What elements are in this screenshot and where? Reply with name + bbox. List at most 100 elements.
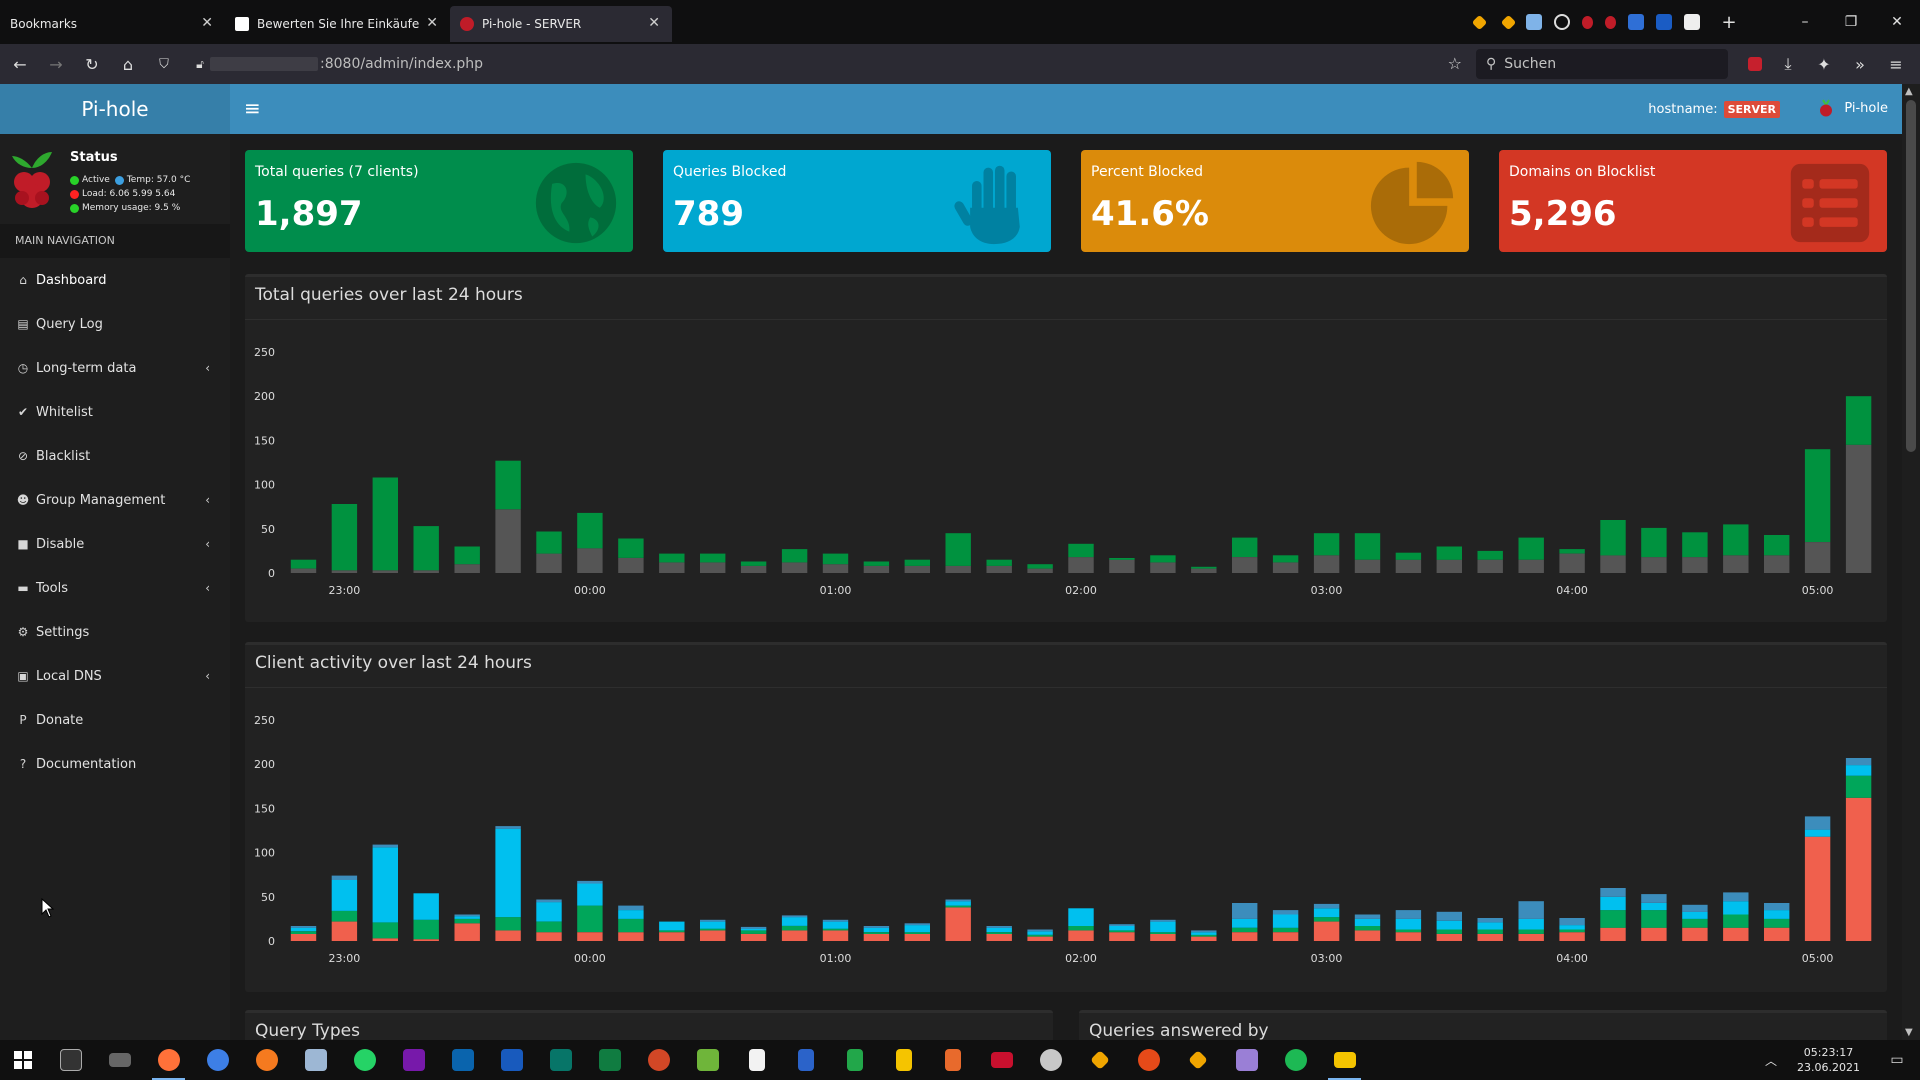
stat-percent-blocked[interactable]: Percent Blocked 41.6% <box>1081 150 1469 252</box>
presentation-icon[interactable] <box>928 1040 977 1080</box>
sidebar-item-disable[interactable]: ■ Disable ‹ <box>0 522 230 566</box>
forward-icon[interactable]: → <box>49 54 63 74</box>
word-icon[interactable] <box>487 1040 536 1080</box>
sidebar-item-dashboard[interactable]: ⌂ Dashboard <box>0 258 230 302</box>
url-bar[interactable]: :8080/admin/index.php ☆ <box>210 50 1466 78</box>
lock-icon[interactable]: 🔓︎ <box>196 56 204 71</box>
download-icon[interactable]: ⤓ <box>1784 54 1792 73</box>
sidebar-item-long-term-data[interactable]: ◷ Long-term data ‹ <box>0 346 230 390</box>
tab-bewerten[interactable]: Bewerten Sie Ihre Einkäufe ✕ <box>225 6 450 42</box>
onenote-icon[interactable] <box>389 1040 438 1080</box>
home-icon[interactable]: ⌂ <box>122 54 134 74</box>
whatsapp-icon[interactable] <box>340 1040 389 1080</box>
close-icon[interactable]: ✕ <box>201 15 213 31</box>
bookmark-star-icon[interactable]: ☆ <box>1447 54 1462 73</box>
stat-queries-blocked[interactable]: Queries Blocked 789 <box>663 150 1051 252</box>
stat-total-queries[interactable]: Total queries (7 clients) 1,897 <box>245 150 633 252</box>
search-input[interactable]: ⚲ Suchen <box>1476 49 1728 79</box>
sidebar-item-query-log[interactable]: ▤ Query Log <box>0 302 230 346</box>
restore-icon[interactable]: ❐ <box>1844 14 1858 30</box>
sidebar-item-tools[interactable]: ▬ Tools ‹ <box>0 566 230 610</box>
outlook-icon[interactable] <box>438 1040 487 1080</box>
sidebar-item-blacklist[interactable]: ⊘ Blacklist <box>0 434 230 478</box>
extension-icon[interactable] <box>1500 14 1517 30</box>
sidebar-item-whitelist[interactable]: ✔ Whitelist <box>0 390 230 434</box>
tray-expand-icon[interactable]: ︿ <box>1765 1053 1778 1068</box>
bar-segment <box>1191 936 1217 941</box>
sidebar-item-local-dns[interactable]: ▣ Local DNS ‹ <box>0 654 230 698</box>
file-icon[interactable] <box>732 1040 781 1080</box>
close-icon[interactable]: ✕ <box>648 15 660 31</box>
close-icon[interactable]: ✕ <box>426 15 438 31</box>
app-logo[interactable]: Pi-hole <box>0 84 230 134</box>
spotify-icon[interactable] <box>1271 1040 1320 1080</box>
app-icon[interactable] <box>977 1040 1026 1080</box>
spreadsheet-icon[interactable] <box>830 1040 879 1080</box>
windows-start-icon[interactable] <box>0 1040 46 1080</box>
back-icon[interactable]: ← <box>13 54 27 74</box>
firefox-icon[interactable] <box>144 1040 193 1080</box>
scroll-down-icon[interactable]: ▼ <box>1905 1027 1913 1038</box>
bar-segment <box>1068 557 1094 573</box>
extension-icon[interactable] <box>1526 14 1542 30</box>
extension-icon[interactable] <box>1684 14 1700 30</box>
pihole-extension-icon[interactable] <box>1605 15 1616 29</box>
publisher-icon[interactable] <box>536 1040 585 1080</box>
extension-icon[interactable] <box>1628 14 1644 30</box>
sidebar-item-documentation[interactable]: ? Documentation <box>0 742 230 786</box>
bar-segment <box>1191 566 1217 569</box>
ublock-icon[interactable] <box>1748 57 1762 71</box>
app-icon[interactable] <box>242 1040 291 1080</box>
tab-bookmarks[interactable]: Bookmarks ✕ <box>0 6 225 42</box>
sidebar-item-settings[interactable]: ⚙ Settings <box>0 610 230 654</box>
notifications-icon[interactable]: ▭ <box>1890 1052 1904 1068</box>
powerpoint-icon[interactable] <box>634 1040 683 1080</box>
app-icon[interactable] <box>193 1040 242 1080</box>
extensions-icon[interactable]: ✦ <box>1817 54 1831 74</box>
new-tab-button[interactable]: + <box>1721 11 1737 33</box>
bar-segment <box>1027 931 1053 935</box>
bar-segment <box>1436 933 1462 941</box>
app-icon[interactable] <box>1222 1040 1271 1080</box>
extension-icon[interactable] <box>1471 14 1488 30</box>
bar-segment <box>413 893 439 920</box>
terminal-icon[interactable] <box>46 1040 95 1080</box>
scroll-thumb[interactable] <box>1906 100 1916 452</box>
app-icon[interactable] <box>1173 1040 1222 1080</box>
globe-extension-icon[interactable] <box>1554 14 1570 30</box>
extension-icon[interactable] <box>1656 14 1672 30</box>
reload-icon[interactable]: ↻ <box>85 54 99 74</box>
page-scrollbar[interactable]: ▲ ▼ <box>1902 84 1920 1040</box>
note-icon[interactable] <box>879 1040 928 1080</box>
window-close-icon[interactable]: ✕ <box>1891 14 1903 30</box>
stat-domains-blocklist[interactable]: Domains on Blocklist 5,296 <box>1499 150 1887 252</box>
minimize-icon[interactable]: – <box>1801 14 1809 30</box>
stat-value: 41.6% <box>1091 194 1209 234</box>
panel-title: Total queries over last 24 hours <box>255 285 523 305</box>
sidebar-toggle-icon[interactable]: ≡ <box>244 96 261 120</box>
bar-segment <box>781 926 808 931</box>
sidebar-item-donate[interactable]: P Donate <box>0 698 230 742</box>
menu-icon[interactable]: ≡ <box>1889 54 1903 74</box>
queries-over-time-chart[interactable]: 0 50 100 150 200 250 23:00 00:00 01:00 02:00 03:00… <box>245 319 1887 625</box>
file-explorer-icon[interactable] <box>1320 1040 1369 1080</box>
keyboard-icon[interactable] <box>95 1040 144 1080</box>
tab-pihole[interactable]: Pi-hole - SERVER ✕ <box>450 6 672 42</box>
bar-segment <box>740 933 767 941</box>
app-icon[interactable] <box>1124 1040 1173 1080</box>
user-menu[interactable]: Pi-hole <box>1818 99 1888 117</box>
app-icon[interactable] <box>683 1040 732 1080</box>
taskbar-clock[interactable]: 05:23:17 23.06.2021 <box>1797 1045 1860 1075</box>
pihole-extension-icon[interactable] <box>1582 15 1593 29</box>
sidebar-item-group-management[interactable]: ☻ Group Management ‹ <box>0 478 230 522</box>
excel-icon[interactable] <box>585 1040 634 1080</box>
x-tick-label: 03:00 <box>1311 952 1343 965</box>
scroll-up-icon[interactable]: ▲ <box>1905 86 1913 97</box>
app-icon[interactable] <box>1075 1040 1124 1080</box>
document-icon[interactable] <box>781 1040 830 1080</box>
shield-icon[interactable]: ⛉ <box>159 56 169 72</box>
client-activity-chart[interactable]: 0 50 100 150 200 250 23:00 00:00 01:00 02:00 03:00… <box>245 687 1887 993</box>
app-icon[interactable] <box>291 1040 340 1080</box>
overflow-icon[interactable]: » <box>1855 54 1865 74</box>
app-icon[interactable] <box>1026 1040 1075 1080</box>
